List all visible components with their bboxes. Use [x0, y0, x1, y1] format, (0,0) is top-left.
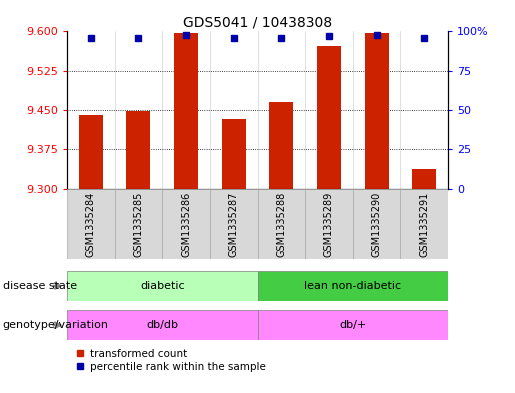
Text: GSM1335289: GSM1335289: [324, 191, 334, 257]
Text: diabetic: diabetic: [140, 281, 184, 291]
Text: GSM1335288: GSM1335288: [277, 191, 286, 257]
Text: GSM1335285: GSM1335285: [133, 191, 143, 257]
Bar: [67, 189, 115, 259]
Bar: [174, 33, 198, 189]
Text: GSM1335287: GSM1335287: [229, 191, 238, 257]
Bar: [258, 189, 305, 259]
Bar: [67, 271, 258, 301]
Bar: [210, 189, 258, 259]
Text: GDS5041 / 10438308: GDS5041 / 10438308: [183, 16, 332, 30]
Text: genotype/variation: genotype/variation: [3, 320, 109, 330]
Bar: [127, 111, 150, 189]
Text: disease state: disease state: [3, 281, 77, 291]
Bar: [258, 310, 448, 340]
Bar: [79, 115, 102, 189]
Text: GSM1335286: GSM1335286: [181, 191, 191, 257]
Bar: [67, 310, 258, 340]
Text: GSM1335291: GSM1335291: [419, 191, 429, 257]
Text: db/+: db/+: [339, 320, 366, 330]
Bar: [305, 189, 353, 259]
Bar: [353, 189, 401, 259]
Text: lean non-diabetic: lean non-diabetic: [304, 281, 401, 291]
Bar: [365, 33, 388, 189]
Bar: [413, 169, 436, 189]
Bar: [258, 271, 448, 301]
Bar: [114, 189, 162, 259]
Bar: [162, 189, 210, 259]
Bar: [222, 119, 246, 189]
Text: db/db: db/db: [146, 320, 178, 330]
Bar: [317, 46, 341, 189]
Legend: transformed count, percentile rank within the sample: transformed count, percentile rank withi…: [72, 345, 270, 376]
Text: GSM1335290: GSM1335290: [372, 191, 382, 257]
Bar: [401, 189, 448, 259]
Bar: [269, 102, 293, 189]
Text: GSM1335284: GSM1335284: [86, 191, 96, 257]
